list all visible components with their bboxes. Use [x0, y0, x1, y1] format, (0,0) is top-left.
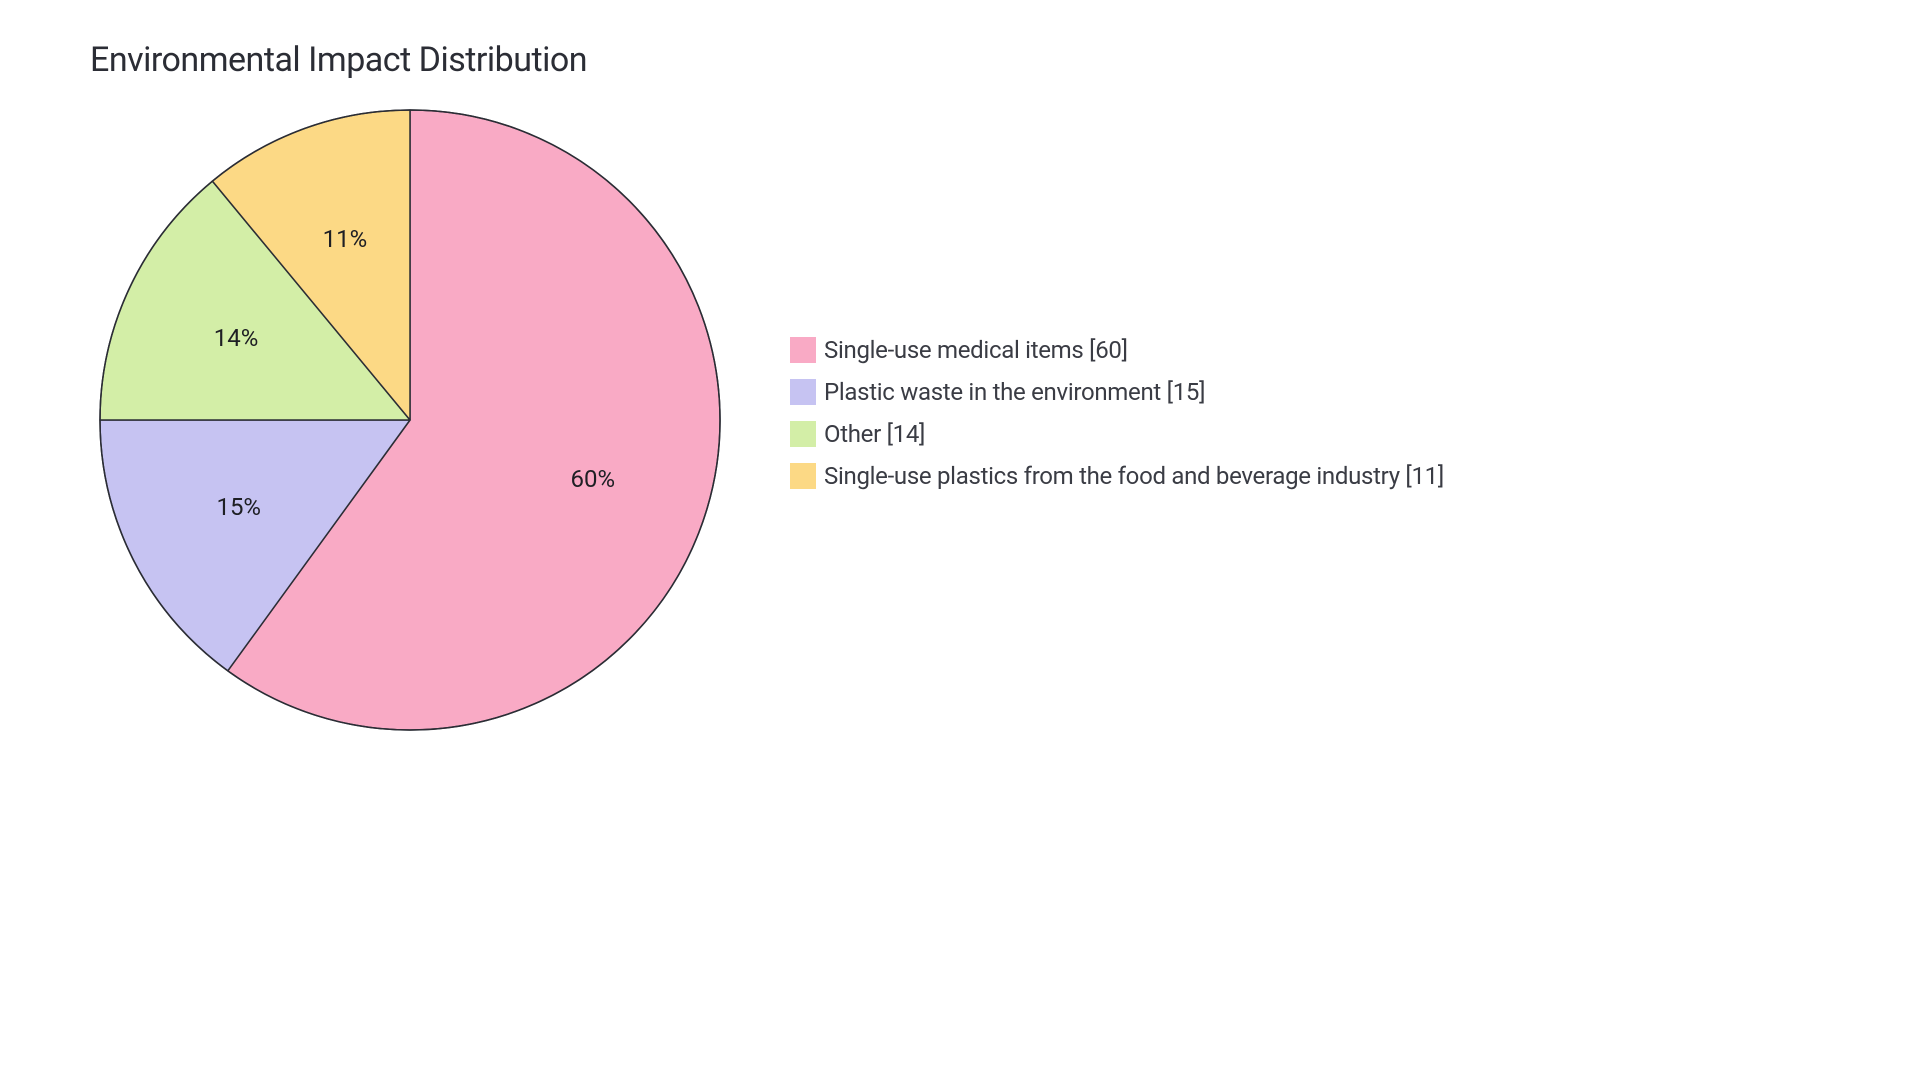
legend-item: Plastic waste in the environment [15] — [790, 378, 1444, 406]
legend-swatch — [790, 337, 816, 363]
slice-pct-label: 60% — [571, 465, 616, 493]
chart-container: Environmental Impact Distribution 60% 15%… — [0, 0, 1536, 864]
pie-chart: 60% 15% 14% 11% — [90, 100, 730, 740]
slice-pct-label: 11% — [323, 225, 368, 253]
legend-item: Single-use plastics from the food and be… — [790, 462, 1444, 490]
chart-area: 60% 15% 14% 11% Single-use medical items [6… — [90, 100, 1446, 740]
legend-label: Plastic waste in the environment [15] — [824, 378, 1205, 406]
legend-item: Single-use medical items [60] — [790, 336, 1444, 364]
legend-item: Other [14] — [790, 420, 1444, 448]
legend-label: Other [14] — [824, 420, 925, 448]
legend-swatch — [790, 463, 816, 489]
legend-label: Single-use plastics from the food and be… — [824, 462, 1444, 490]
legend-swatch — [790, 421, 816, 447]
slice-pct-label: 14% — [214, 324, 259, 352]
pie-svg — [90, 100, 730, 740]
legend-label: Single-use medical items [60] — [824, 336, 1128, 364]
legend-swatch — [790, 379, 816, 405]
slice-pct-label: 15% — [216, 493, 261, 521]
legend: Single-use medical items [60] Plastic was… — [790, 336, 1444, 504]
chart-title: Environmental Impact Distribution — [90, 40, 1446, 80]
